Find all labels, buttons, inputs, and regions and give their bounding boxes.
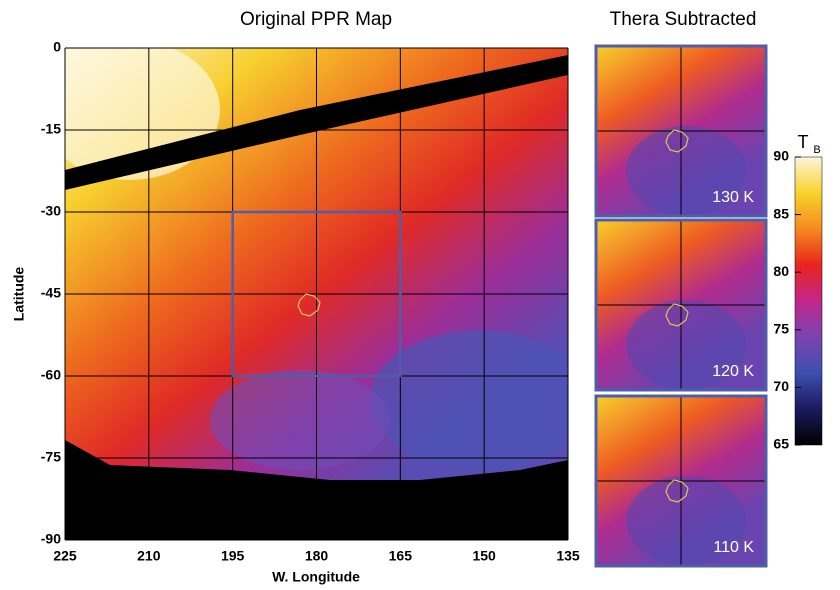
inset-frame — [594, 394, 768, 568]
colorbar-tick-label: 85 — [773, 205, 789, 221]
x-tick-label: 180 — [305, 548, 329, 564]
inset-blob — [626, 300, 746, 390]
y-tick-label: -30 — [41, 203, 61, 219]
inset-frame — [594, 44, 768, 218]
colorbar-tick-label: 90 — [773, 148, 789, 164]
panel-label: 120 K — [712, 363, 754, 380]
inset-title: Thera Subtracted — [610, 9, 757, 30]
x-tick-label: 225 — [53, 548, 77, 564]
x-tick-label: 165 — [389, 548, 413, 564]
inset-blob — [626, 126, 746, 216]
colorbar-tick-label: 65 — [773, 436, 789, 452]
x-tick-label: 135 — [556, 548, 580, 564]
colorbar-tick-label: 80 — [773, 263, 789, 279]
colorbar-label-sub: B — [813, 144, 820, 156]
x-tick-label: 150 — [472, 548, 496, 564]
thera-outline — [665, 479, 689, 503]
y-tick-label: 0 — [53, 39, 61, 55]
inset-images — [594, 44, 768, 568]
thera-outline — [665, 303, 689, 327]
y-axis-title: Latitude — [11, 267, 27, 322]
thera-outline — [665, 129, 689, 153]
colorbar-tick-label: 70 — [773, 378, 789, 394]
panel-label: 130 K — [712, 189, 754, 206]
y-tick-label: -60 — [41, 367, 61, 383]
colorbar-tick-label: 75 — [773, 321, 789, 337]
y-tick-label: -90 — [41, 531, 61, 547]
inset-blob — [626, 476, 746, 566]
colorbar — [794, 156, 823, 446]
y-tick-label: -15 — [41, 121, 61, 137]
x-tick-label: 210 — [137, 548, 161, 564]
x-axis-title: W. Longitude — [272, 569, 360, 585]
region-box — [231, 210, 402, 378]
panel-label: 110 K — [713, 539, 754, 556]
colorbar-label: T — [798, 132, 809, 152]
map-image — [65, 48, 568, 540]
x-tick-label: 195 — [221, 548, 245, 564]
y-tick-label: -75 — [41, 449, 61, 465]
y-tick-label: -45 — [41, 285, 61, 301]
thera-outline — [297, 293, 321, 317]
map-title: Original PPR Map — [240, 9, 392, 30]
inset-frame — [594, 218, 768, 392]
